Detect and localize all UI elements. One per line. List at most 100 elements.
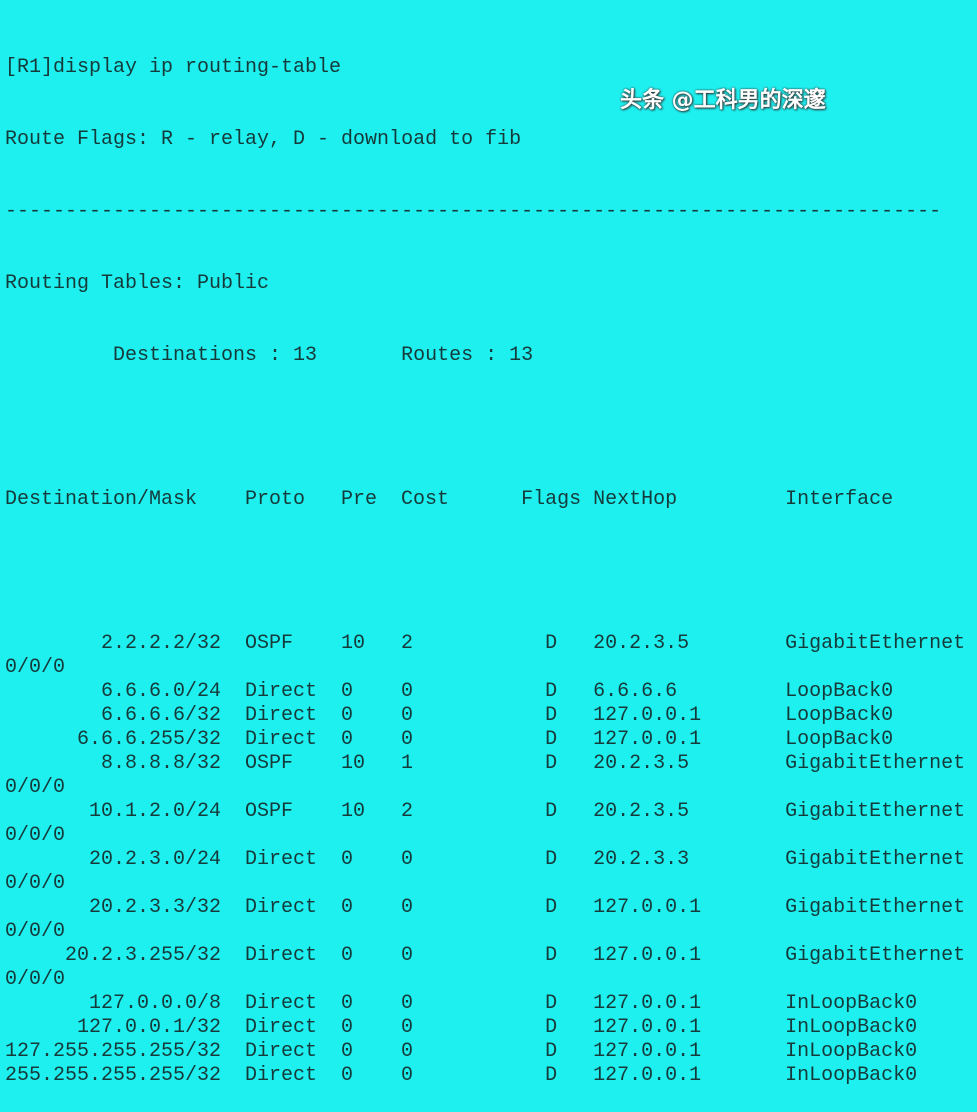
table-row: 127.255.255.255/32 Direct 0 0 D 127.0.0.1 InLo…: [5, 1040, 965, 1064]
route-interface: LoopBack0: [785, 728, 894, 751]
route-pre: 0: [341, 896, 354, 919]
route-cost: 0: [401, 728, 414, 751]
route-nexthop: 20.2.3.3: [593, 848, 690, 871]
route-cost: 2: [401, 632, 414, 655]
table-row: 6.6.6.0/24 Direct 0 0 D 6.6.6.6 LoopBack0: [5, 680, 965, 704]
route-destination: 255.255.255.255/32: [5, 1064, 222, 1087]
table-row: 20.2.3.255/32 Direct 0 0 D 127.0.0.1 GigabitEt…: [5, 944, 965, 968]
route-interface: GigabitEthernet: [785, 632, 966, 655]
table-row: 6.6.6.6/32 Direct 0 0 D 127.0.0.1 LoopBack0: [5, 704, 965, 728]
route-cost: 0: [401, 944, 414, 967]
separator: ----------------------------------------…: [5, 200, 942, 223]
route-nexthop: 127.0.0.1: [593, 728, 702, 751]
route-destination: 20.2.3.255/32: [65, 944, 222, 967]
route-proto: Direct: [245, 1040, 318, 1063]
route-cost: 0: [401, 896, 414, 919]
route-pre: 0: [341, 704, 354, 727]
route-cost: 0: [401, 1016, 414, 1039]
route-proto: Direct: [245, 704, 318, 727]
route-interface-wrap: 0/0/0: [5, 920, 66, 943]
route-flags: D: [545, 632, 558, 655]
table-row: 20.2.3.3/32 Direct 0 0 D 127.0.0.1 GigabitEthe…: [5, 896, 965, 920]
blank-line: [5, 416, 965, 440]
routes-list: 2.2.2.2/32 OSPF 10 2 D 20.2.3.5 GigabitEtherne…: [5, 632, 965, 1088]
col-nexthop: NextHop: [593, 488, 678, 511]
route-flags: D: [545, 680, 558, 703]
route-pre: 0: [341, 680, 354, 703]
route-cost: 0: [401, 848, 414, 871]
table-row: 127.0.0.0/8 Direct 0 0 D 127.0.0.1 InLoopBack0: [5, 992, 965, 1016]
route-cost: 2: [401, 800, 414, 823]
route-nexthop: 127.0.0.1: [593, 1064, 702, 1087]
route-pre: 0: [341, 848, 354, 871]
route-destination: 20.2.3.0/24: [89, 848, 222, 871]
table-row: 2.2.2.2/32 OSPF 10 2 D 20.2.3.5 GigabitEtherne…: [5, 632, 965, 656]
route-proto: Direct: [245, 848, 318, 871]
col-proto: Proto: [245, 488, 306, 511]
route-proto: Direct: [245, 1016, 318, 1039]
route-interface: InLoopBack0: [785, 1040, 918, 1063]
route-destination: 127.255.255.255/32: [5, 1040, 222, 1063]
route-interface: GigabitEthernet: [785, 800, 966, 823]
route-flags: D: [545, 848, 558, 871]
route-nexthop: 20.2.3.5: [593, 800, 690, 823]
route-destination: 6.6.6.255/32: [77, 728, 222, 751]
route-interface-wrap: 0/0/0: [5, 824, 66, 847]
route-proto: OSPF: [245, 752, 294, 775]
route-destination: 8.8.8.8/32: [101, 752, 222, 775]
route-interface: GigabitEthernet: [785, 896, 966, 919]
route-pre: 0: [341, 728, 354, 751]
route-flags: D: [545, 944, 558, 967]
routes-count: Routes : 13: [401, 344, 534, 367]
route-nexthop: 127.0.0.1: [593, 1040, 702, 1063]
route-pre: 10: [341, 632, 366, 655]
route-destination: 127.0.0.1/32: [77, 1016, 222, 1039]
table-row: 8.8.8.8/32 OSPF 10 1 D 20.2.3.5 GigabitEtherne…: [5, 752, 965, 776]
route-pre: 0: [341, 1064, 354, 1087]
col-cost: Cost: [401, 488, 450, 511]
route-flags-legend: Route Flags: R - relay, D - download to …: [5, 128, 522, 151]
route-interface: InLoopBack0: [785, 1016, 918, 1039]
route-destination: 6.6.6.0/24: [101, 680, 222, 703]
route-proto: Direct: [245, 992, 318, 1015]
watermark: 头条 @工科男的深邃: [620, 88, 826, 113]
table-row: 127.0.0.1/32 Direct 0 0 D 127.0.0.1 InLoopBack…: [5, 1016, 965, 1040]
route-proto: Direct: [245, 728, 318, 751]
route-interface: GigabitEthernet: [785, 944, 966, 967]
route-pre: 10: [341, 800, 366, 823]
blank-line: [5, 560, 965, 584]
route-flags: D: [545, 704, 558, 727]
summary-line: Destinations : 13 Routes : 13: [5, 344, 965, 368]
route-flags: D: [545, 800, 558, 823]
route-nexthop: 20.2.3.5: [593, 752, 690, 775]
route-pre: 0: [341, 944, 354, 967]
route-cost: 0: [401, 1040, 414, 1063]
route-destination: 2.2.2.2/32: [101, 632, 222, 655]
col-destination: Destination/Mask: [5, 488, 198, 511]
route-nexthop: 20.2.3.5: [593, 632, 690, 655]
route-pre: 0: [341, 1016, 354, 1039]
col-flags: Flags: [521, 488, 582, 511]
route-cost: 1: [401, 752, 414, 775]
route-flags: D: [545, 1064, 558, 1087]
route-proto: OSPF: [245, 632, 294, 655]
route-flags: D: [545, 752, 558, 775]
route-pre: 10: [341, 752, 366, 775]
route-flags: D: [545, 1040, 558, 1063]
route-proto: Direct: [245, 896, 318, 919]
terminal-output: [R1]display ip routing-table Route Flags…: [5, 8, 965, 1112]
col-pre: Pre: [341, 488, 378, 511]
route-nexthop: 127.0.0.1: [593, 944, 702, 967]
command-line: [R1]display ip routing-table: [5, 56, 342, 79]
column-header: Destination/Mask Proto Pre Cost Flags NextHop…: [5, 488, 965, 512]
route-interface: GigabitEthernet: [785, 752, 966, 775]
route-interface-wrap: 0/0/0: [5, 968, 66, 991]
destinations-count: Destinations : 13: [113, 344, 318, 367]
table-row: 20.2.3.0/24 Direct 0 0 D 20.2.3.3 GigabitEther…: [5, 848, 965, 872]
route-cost: 0: [401, 1064, 414, 1087]
route-nexthop: 6.6.6.6: [593, 680, 678, 703]
route-proto: OSPF: [245, 800, 294, 823]
route-interface-wrap: 0/0/0: [5, 872, 66, 895]
table-title: Routing Tables: Public: [5, 272, 270, 295]
table-row: 255.255.255.255/32 Direct 0 0 D 127.0.0.1 InLo…: [5, 1064, 965, 1088]
